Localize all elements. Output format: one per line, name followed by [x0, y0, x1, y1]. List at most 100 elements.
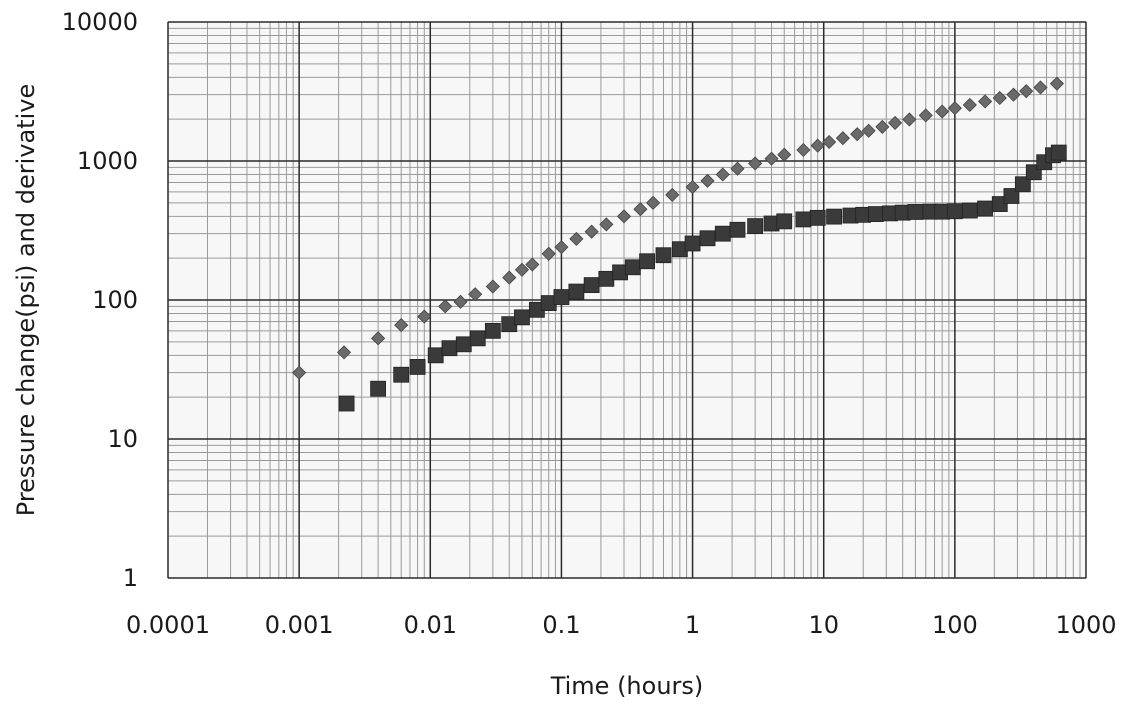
diamond-point	[453, 294, 468, 309]
data-series	[292, 76, 1067, 412]
square-point	[514, 309, 530, 326]
y-axis-tick-labels: 1 10 100 1000 10000	[62, 8, 138, 592]
diamond-point	[850, 127, 865, 142]
square-point	[868, 206, 884, 222]
x-tick-label: 1000	[1055, 611, 1116, 639]
diamond-point	[764, 151, 779, 166]
diamond-point	[887, 115, 903, 130]
diamond-point	[861, 123, 876, 138]
diamond-point	[394, 318, 409, 333]
square-point	[568, 283, 585, 300]
diamond-point	[685, 179, 700, 195]
diamond-point	[978, 94, 993, 109]
diamond-point	[438, 299, 453, 314]
diamond-point	[417, 309, 432, 324]
diamond-point	[1006, 87, 1021, 102]
x-tick-label: 1	[685, 611, 700, 639]
diamond-point	[875, 119, 890, 134]
x-tick-label: 0.001	[265, 611, 334, 639]
diamond-point	[292, 365, 307, 380]
square-point	[1003, 188, 1020, 204]
diamond-point	[336, 345, 352, 360]
diamond-point	[947, 101, 962, 116]
x-axis-tick-labels: 0.0001 0.001 0.01 0.1 1 10 100 1000	[126, 611, 1117, 639]
x-tick-label: 100	[932, 611, 978, 639]
diamond-point	[468, 287, 483, 302]
diamond-point	[810, 138, 825, 153]
square-point	[639, 253, 655, 270]
square-point	[729, 221, 746, 238]
diamond-point	[748, 156, 763, 171]
square-point	[776, 213, 793, 230]
diamond-point	[822, 134, 837, 150]
square-point	[583, 277, 600, 293]
diamond-point	[502, 270, 517, 285]
square-point	[553, 289, 570, 305]
diamond-point	[616, 209, 632, 224]
diamond-point	[569, 231, 584, 246]
diamond-point	[633, 202, 648, 217]
square-point	[469, 330, 486, 347]
square-point	[598, 270, 615, 287]
diamond-point	[796, 142, 811, 158]
square-point	[441, 340, 458, 357]
square-point	[977, 200, 993, 217]
diamond-point	[665, 187, 680, 202]
major-gridlines	[167, 21, 1087, 579]
x-tick-label: 0.1	[542, 611, 580, 639]
square-point	[684, 235, 701, 252]
square-point	[370, 380, 386, 397]
square-point	[747, 218, 764, 235]
square-point	[991, 196, 1008, 212]
diamond-point	[485, 279, 500, 294]
diamond-point	[646, 195, 661, 210]
diamond-point	[514, 262, 530, 277]
diamond-point	[554, 240, 569, 255]
x-tick-label: 10	[808, 611, 839, 639]
square-point	[946, 203, 963, 220]
square-point	[826, 208, 842, 225]
square-point	[338, 395, 355, 412]
x-axis-title: Time (hours)	[550, 672, 704, 700]
y-tick-label: 1	[123, 564, 138, 592]
square-point	[484, 322, 501, 339]
diamond-point	[992, 90, 1007, 106]
diamond-point	[584, 224, 599, 239]
x-tick-label: 0.01	[404, 611, 457, 639]
y-axis-title: Pressure change(psi) and derivative	[12, 84, 40, 516]
x-tick-label: 0.0001	[126, 611, 210, 639]
diamond-point	[918, 108, 933, 123]
series-1	[292, 76, 1064, 380]
y-tick-label: 1000	[77, 147, 138, 175]
square-point	[427, 347, 444, 364]
y-tick-label: 10	[107, 425, 138, 453]
diamond-point	[525, 257, 540, 272]
diamond-point	[730, 161, 745, 176]
square-point	[809, 209, 826, 226]
diamond-point	[835, 131, 850, 146]
diamond-point	[371, 331, 386, 346]
diamond-point	[777, 147, 792, 162]
y-tick-label: 100	[92, 286, 138, 314]
diamond-point	[962, 97, 977, 113]
series-2	[338, 144, 1067, 412]
diamond-point	[902, 112, 917, 127]
diamond-point	[541, 246, 556, 261]
square-point	[907, 204, 924, 220]
square-point	[624, 259, 641, 276]
square-point	[1014, 176, 1031, 193]
square-point	[961, 202, 978, 219]
diamond-point	[1049, 76, 1064, 91]
diamond-point	[715, 167, 730, 182]
diamond-point	[935, 104, 950, 119]
diamond-point	[1019, 84, 1034, 99]
diamond-point	[700, 173, 715, 188]
diamond-point	[599, 217, 614, 232]
square-point	[455, 336, 472, 353]
square-point	[795, 211, 812, 228]
square-point	[699, 230, 716, 247]
square-point	[714, 225, 731, 242]
y-tick-label: 10000	[62, 8, 138, 36]
diamond-point	[1033, 80, 1048, 95]
